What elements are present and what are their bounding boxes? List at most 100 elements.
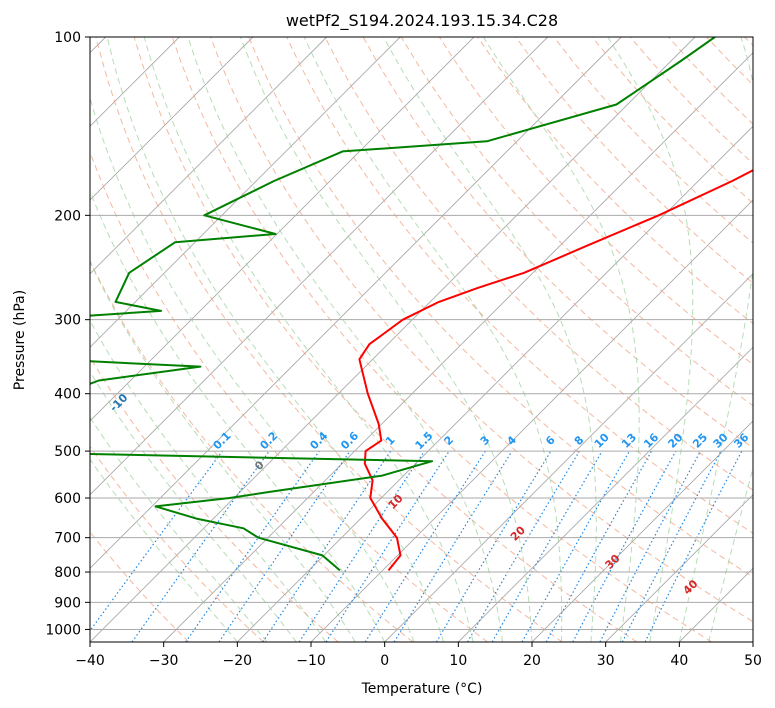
moist-adiabat-line [90,370,297,642]
dry-adiabat-line [286,37,753,534]
dry-adiabat-line [90,259,414,642]
dry-adiabat-line [706,37,753,86]
isotherm-line [531,420,753,642]
mixing-ratio-line [545,450,653,642]
x-tick-label: 0 [380,653,389,669]
dry-adiabat-line [95,37,563,642]
moist-adiabat-label: 40 [681,577,701,597]
mixing-ratio-label: 0.4 [307,429,330,452]
isotherm-line [90,37,328,275]
moist-adiabat-line [90,260,356,642]
mixing-ratio-line [298,450,425,642]
isotherm-line [90,37,475,422]
moist-adiabat-label: 10 [386,492,406,512]
x-tick-label: 50 [744,653,762,669]
dry-adiabat-line [90,531,190,642]
y-tick-label: 200 [54,208,81,224]
mixing-ratio-label: 2 [442,433,457,448]
isotherm-line [90,37,696,642]
mixing-ratio-label: 16 [641,430,661,450]
dry-adiabat-line [744,37,753,47]
mixing-ratio-line [262,450,392,642]
isotherm-line [310,199,753,642]
y-tick-label: 600 [54,491,81,507]
mixing-ratio-label: 0.2 [257,429,280,452]
dry-adiabat-label: -10 [107,391,130,414]
mixing-ratio-line [521,450,631,642]
dry-adiabat-line [90,356,339,642]
dry-adiabat-line [210,37,753,623]
chart-title: wetPf2_S194.2024.193.15.34.C28 [286,11,558,31]
mixing-ratio-label: 36 [731,430,751,450]
y-tick-label: 300 [54,313,81,329]
x-axis-label: Temperature (°C) [361,681,483,697]
dry-adiabat-label: -20 [29,354,52,377]
mixing-ratio-label: 1.5 [413,429,436,452]
moist-adiabat-line [90,319,327,642]
dry-adiabat-line [133,37,638,642]
isotherm-line [163,52,753,642]
mixing-ratio-line [325,450,450,642]
moist-adiabat-line [143,37,474,642]
mixing-ratio-line [90,450,223,632]
isotherm-line [605,494,753,642]
mixing-ratio-line [393,450,513,642]
mixing-ratio-label: 30 [711,430,731,450]
dry-adiabat-line [90,445,264,642]
mixing-ratio-label: 0.6 [338,429,361,452]
y-tick-label: 900 [54,595,81,611]
mixing-ratio-line [364,450,486,642]
y-tick-label: 700 [54,531,81,547]
x-tick-label: −10 [296,653,326,669]
isotherm-line [457,346,753,642]
dry-adiabat-line [171,37,712,642]
moist-adiabat-line [106,37,445,642]
moist-adiabat-line [607,37,694,642]
moist-adiabat-line [239,37,533,642]
dry-adiabat-line [248,37,753,578]
isotherm-line [384,273,753,642]
isotherm-line [90,37,254,201]
x-tick-label: 20 [523,653,541,669]
moist-adiabat-line [90,458,238,642]
mixing-ratio-label: 3 [478,433,493,448]
mixing-ratio-line [599,450,702,642]
mixing-ratio-line [185,450,320,642]
dry-adiabat-line [515,37,753,284]
x-tick-label: −20 [223,653,253,669]
moist-adiabat-line [678,37,753,642]
x-tick-label: 40 [670,653,688,669]
mixing-ratio-label: 20 [665,430,685,450]
isotherm-line [90,37,401,348]
mixing-ratio-line [644,450,743,642]
mixing-ratio-label: 6 [543,433,558,448]
isotherm-line [90,37,622,569]
plot-frame [89,36,754,643]
moist-adiabat-line [90,416,268,642]
moist-adiabat-line [708,466,753,642]
y-tick-label: 400 [54,387,81,403]
mixing-ratio-label: 0.1 [211,429,234,452]
moist-adiabat-label: 20 [508,523,528,543]
mixing-ratio-label: 13 [619,431,639,451]
isotherm-line [678,567,753,642]
mixing-ratio-line [131,450,270,642]
moist-adiabat-line [90,189,386,642]
dry-adiabat-line [668,37,753,125]
dry-adiabat-line [591,37,753,204]
x-tick-label: 30 [597,653,615,669]
isotherm-line [752,641,753,642]
x-tick-label: 10 [449,653,467,669]
mixing-ratio-label: 10 [592,430,612,450]
y-tick-label: 500 [54,444,81,460]
mixing-ratio-label: 8 [572,433,587,448]
temperature-line [358,169,753,572]
dewpoint-line [90,37,716,572]
moist-adiabat-label: 0 [252,458,267,473]
dry-adiabat-line [553,37,753,244]
moist-adiabat-line [187,37,503,642]
x-tick-label: −30 [149,653,179,669]
mixing-ratio-label: 1 [383,433,398,448]
y-tick-label: 800 [54,565,81,581]
